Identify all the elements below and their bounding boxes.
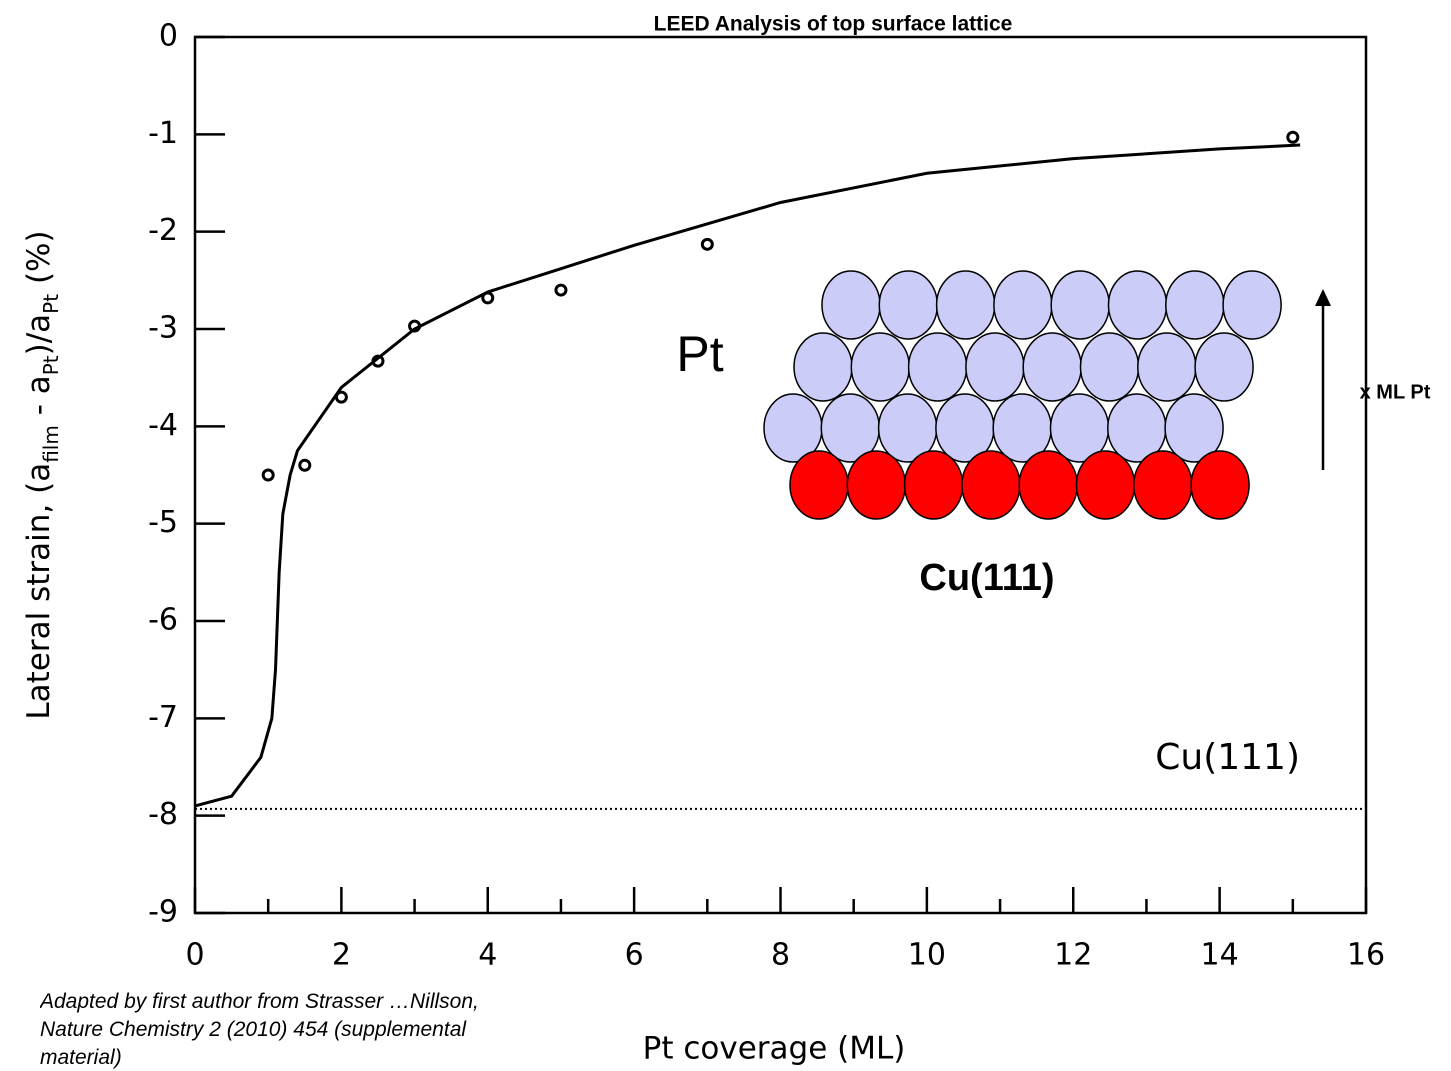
y-axis-label-part: Pt bbox=[39, 355, 63, 375]
inset-substrate-label: Cu(111) bbox=[919, 557, 1054, 599]
y-tick-label: -5 bbox=[148, 505, 178, 540]
inset-diagram: Pt Cu(111) x ML Pt bbox=[676, 270, 1431, 599]
note-line: Nature Chemistry 2 (2010) 454 (supplemen… bbox=[40, 1018, 467, 1041]
growth-arrowhead bbox=[1315, 289, 1331, 306]
pt-atom bbox=[1050, 270, 1110, 340]
y-tick-label: -1 bbox=[148, 116, 178, 151]
cu-atom bbox=[846, 450, 907, 520]
pt-atom bbox=[1222, 270, 1282, 340]
y-tick-label: -6 bbox=[148, 603, 178, 638]
note-line: material) bbox=[40, 1046, 122, 1069]
x-tick-label: 8 bbox=[771, 938, 790, 973]
pt-atom bbox=[993, 270, 1053, 340]
x-tick-label: 16 bbox=[1347, 938, 1385, 973]
citation-note: Adapted by first author from Strasser …N… bbox=[40, 988, 640, 1071]
pt-atom bbox=[1165, 270, 1225, 340]
cu-atom bbox=[1133, 450, 1193, 520]
cu-atom bbox=[903, 450, 964, 520]
x-tick-label: 2 bbox=[332, 938, 351, 973]
x-tick-label: 6 bbox=[625, 938, 644, 973]
y-tick-label: -8 bbox=[148, 797, 178, 832]
pt-atom bbox=[1164, 393, 1224, 463]
fit-curve bbox=[194, 143, 1301, 808]
pt-atom bbox=[793, 332, 853, 402]
x-axis-label: Pt coverage (ML) bbox=[643, 1031, 906, 1067]
pt-atom bbox=[907, 332, 968, 402]
pt-atom bbox=[1079, 332, 1140, 402]
pt-atom bbox=[1107, 270, 1168, 340]
y-axis-label-part: (%) bbox=[21, 230, 57, 294]
cu-atom bbox=[1018, 450, 1078, 520]
y-tick-label: 0 bbox=[159, 19, 178, 54]
chart-title: LEED Analysis of top surface lattice bbox=[654, 13, 1013, 36]
pt-atom bbox=[1022, 332, 1082, 402]
inset-arrow-label: x ML Pt bbox=[1360, 381, 1431, 403]
y-tick-label: -7 bbox=[148, 700, 178, 735]
y-tick-label: -3 bbox=[148, 311, 178, 346]
pt-atom bbox=[1137, 332, 1197, 402]
x-tick-label: 0 bbox=[185, 938, 204, 973]
x-tick-label: 12 bbox=[1054, 938, 1092, 973]
pt-atom bbox=[850, 332, 911, 402]
y-tick-label: -2 bbox=[148, 213, 178, 248]
y-axis-label: Lateral strain, (afilm - aPt)/aPt (%) bbox=[21, 230, 63, 719]
data-point bbox=[1286, 130, 1300, 144]
data-point bbox=[554, 283, 568, 297]
cu-atom bbox=[961, 450, 1021, 520]
x-tick-label: 4 bbox=[478, 938, 497, 973]
cu-atom bbox=[789, 450, 849, 520]
pt-atom bbox=[821, 270, 881, 340]
note-line: Adapted by first author from Strasser …N… bbox=[40, 990, 479, 1013]
cu-atom bbox=[1190, 450, 1250, 520]
inset-pt-label: Pt bbox=[676, 326, 723, 382]
pt-atom bbox=[878, 270, 939, 340]
data-point bbox=[261, 468, 275, 482]
y-axis-label-part: film bbox=[39, 425, 63, 463]
x-tick-label: 14 bbox=[1201, 938, 1239, 973]
x-tick-label: 10 bbox=[908, 938, 946, 973]
y-axis-label-part: Pt bbox=[39, 294, 63, 314]
y-axis-label-part: - a bbox=[21, 375, 57, 425]
y-tick-label: -9 bbox=[148, 895, 178, 930]
pt-atom bbox=[1194, 332, 1254, 402]
y-tick-label: -4 bbox=[148, 408, 178, 443]
data-point bbox=[700, 237, 714, 251]
y-axis-label-part: )/a bbox=[21, 314, 57, 356]
data-point bbox=[298, 458, 312, 472]
reference-label: Cu(111) bbox=[1155, 737, 1300, 778]
y-axis-label-part: Lateral strain, (a bbox=[21, 463, 57, 720]
pt-atom bbox=[965, 332, 1025, 402]
pt-atom bbox=[935, 270, 996, 340]
cu-atom bbox=[1075, 450, 1136, 520]
